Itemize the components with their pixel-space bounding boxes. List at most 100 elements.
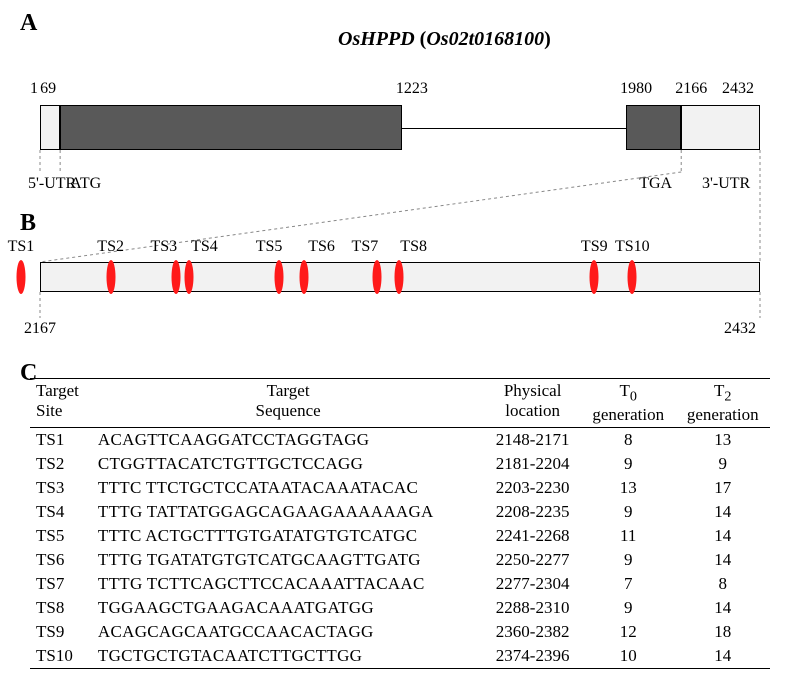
cell-name: TS5 <box>30 524 92 548</box>
target-marker <box>106 260 115 294</box>
col-t2-generation: T2 generation <box>675 379 770 428</box>
target-label: TS3 <box>151 238 178 256</box>
target-label: TS8 <box>400 238 427 256</box>
table-row: TS3TTTC TTCTGCTCCATAATACAAATACAC2203-223… <box>30 476 770 500</box>
cell-location: 2277-2304 <box>484 572 581 596</box>
target-label: TS4 <box>191 238 218 256</box>
cell-name: TS7 <box>30 572 92 596</box>
cell-sequence: TTTC ACTGCTTTGTGATATGTGTCATGC <box>92 524 484 548</box>
cell-sequence: TGCTGCTGTACAATCTTGCTTGG <box>92 644 484 669</box>
target-marker <box>628 260 637 294</box>
cell-t0: 9 <box>581 548 676 572</box>
target-label: TS5 <box>256 238 283 256</box>
cell-sequence: TTTC TTCTGCTCCATAATACAAATACAC <box>92 476 484 500</box>
cell-sequence: CTGGTTACATCTGTTGCTCCAGG <box>92 452 484 476</box>
cell-t2: 14 <box>675 644 770 669</box>
cell-sequence: TTTG TCTTCAGCTTCCACAAATTACAAC <box>92 572 484 596</box>
cell-location: 2288-2310 <box>484 596 581 620</box>
cell-name: TS8 <box>30 596 92 620</box>
hdr-site: Site <box>36 401 62 420</box>
target-label: TS1 <box>8 238 35 256</box>
target-marker <box>185 260 194 294</box>
cell-location: 2241-2268 <box>484 524 581 548</box>
target-marker <box>590 260 599 294</box>
target-marker <box>275 260 284 294</box>
table-header-row: Target Site Target Sequence Physical loc… <box>30 379 770 428</box>
cell-t2: 14 <box>675 548 770 572</box>
cell-location: 2181-2204 <box>484 452 581 476</box>
cell-location: 2250-2277 <box>484 548 581 572</box>
cell-t0: 9 <box>581 452 676 476</box>
table-row: TS4TTTG TATTATGGAGCAGAAGAAAAAAGA2208-223… <box>30 500 770 524</box>
target-marker <box>372 260 381 294</box>
table-row: TS5TTTC ACTGCTTTGTGATATGTGTCATGC2241-226… <box>30 524 770 548</box>
hdr-t0-gen: generation <box>592 405 664 424</box>
target-site-table: Target Site Target Sequence Physical loc… <box>30 378 770 669</box>
cell-location: 2360-2382 <box>484 620 581 644</box>
hdr-target: Target <box>36 381 79 400</box>
cell-t0: 11 <box>581 524 676 548</box>
hdr-t2-sub: 2 <box>724 388 731 404</box>
cell-location: 2208-2235 <box>484 500 581 524</box>
cell-t0: 7 <box>581 572 676 596</box>
cell-name: TS4 <box>30 500 92 524</box>
table-row: TS2CTGGTTACATCTGTTGCTCCAGG2181-220499 <box>30 452 770 476</box>
table-row: TS10TGCTGCTGTACAATCTTGCTTGG2374-23961014 <box>30 644 770 669</box>
target-marker <box>16 260 25 294</box>
hdr-location: location <box>505 401 560 420</box>
table-body: TS1ACAGTTCAAGGATCCTAGGTAGG2148-2171813TS… <box>30 428 770 669</box>
hdr-t0-sub: 0 <box>630 388 637 404</box>
target-label: TS7 <box>352 238 379 256</box>
target-label: TS6 <box>308 238 335 256</box>
panel-b-label: B <box>20 210 36 237</box>
cell-sequence: ACAGCAGCAATGCCAACACTAGG <box>92 620 484 644</box>
panel-b-start-coord: 2167 <box>24 320 56 338</box>
cell-name: TS3 <box>30 476 92 500</box>
cell-t2: 8 <box>675 572 770 596</box>
col-target-site: Target Site <box>30 379 92 428</box>
table-row: TS7TTTG TCTTCAGCTTCCACAAATTACAAC2277-230… <box>30 572 770 596</box>
cell-t2: 14 <box>675 500 770 524</box>
table-row: TS9ACAGCAGCAATGCCAACACTAGG2360-23821218 <box>30 620 770 644</box>
hdr-t0-t: T <box>619 381 629 400</box>
hdr-sequence: Sequence <box>256 401 321 420</box>
cell-t0: 9 <box>581 500 676 524</box>
hdr-physical: Physical <box>504 381 562 400</box>
cell-name: TS9 <box>30 620 92 644</box>
target-marker <box>171 260 180 294</box>
hdr-target2: Target <box>267 381 310 400</box>
cell-sequence: ACAGTTCAAGGATCCTAGGTAGG <box>92 428 484 453</box>
cell-location: 2203-2230 <box>484 476 581 500</box>
col-physical-location: Physical location <box>484 379 581 428</box>
target-label: TS2 <box>97 238 124 256</box>
cell-location: 2148-2171 <box>484 428 581 453</box>
target-marker <box>394 260 403 294</box>
hdr-t2-gen: generation <box>687 405 759 424</box>
cell-t0: 10 <box>581 644 676 669</box>
cell-t0: 12 <box>581 620 676 644</box>
cell-t2: 14 <box>675 524 770 548</box>
cell-name: TS6 <box>30 548 92 572</box>
table-row: TS8TGGAAGCTGAAGACAAATGATGG2288-2310914 <box>30 596 770 620</box>
cell-name: TS2 <box>30 452 92 476</box>
cell-name: TS10 <box>30 644 92 669</box>
cell-sequence: TGGAAGCTGAAGACAAATGATGG <box>92 596 484 620</box>
cell-sequence: TTTG TATTATGGAGCAGAAGAAAAAAGA <box>92 500 484 524</box>
cell-t2: 14 <box>675 596 770 620</box>
cell-t2: 9 <box>675 452 770 476</box>
target-label: TS10 <box>615 238 650 256</box>
cell-t2: 17 <box>675 476 770 500</box>
target-label: TS9 <box>581 238 608 256</box>
target-marker <box>299 260 308 294</box>
cell-location: 2374-2396 <box>484 644 581 669</box>
cell-t0: 8 <box>581 428 676 453</box>
table-row: TS6TTTG TGATATGTGTCATGCAAGTTGATG2250-227… <box>30 548 770 572</box>
col-target-sequence: Target Sequence <box>92 379 484 428</box>
cell-sequence: TTTG TGATATGTGTCATGCAAGTTGATG <box>92 548 484 572</box>
cell-t2: 13 <box>675 428 770 453</box>
cell-name: TS1 <box>30 428 92 453</box>
panel-b-end-coord: 2432 <box>724 320 756 338</box>
cell-t2: 18 <box>675 620 770 644</box>
hdr-t2-t: T <box>714 381 724 400</box>
col-t0-generation: T0 generation <box>581 379 676 428</box>
